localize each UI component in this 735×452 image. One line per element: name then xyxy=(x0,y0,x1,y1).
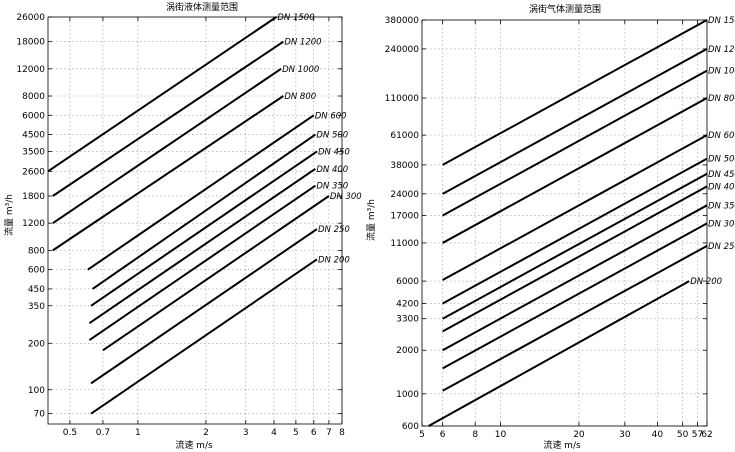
y-axis-label: 流量 m³/h xyxy=(3,194,15,236)
y-tick-label: 1200 xyxy=(22,219,45,229)
y-tick-label: 2600 xyxy=(22,167,45,177)
series-label: DN 450 xyxy=(318,147,350,157)
series-label: DN 1000 xyxy=(282,65,319,75)
series-line xyxy=(52,95,284,252)
x-tick-label: 0.5 xyxy=(63,428,77,438)
series-line xyxy=(52,68,282,225)
y-tick-label: 600 xyxy=(28,266,45,276)
x-tick-label: 7 xyxy=(326,428,332,438)
series-line xyxy=(47,16,277,173)
x-tick-label: 0.7 xyxy=(96,428,110,438)
x-tick-label: 3 xyxy=(243,428,249,438)
y-tick-label: 26000 xyxy=(16,13,45,23)
series-label: DN 1500 xyxy=(277,13,314,23)
plot-frame xyxy=(47,16,343,425)
y-tick-label: 100 xyxy=(28,386,45,396)
y-tick-label: 350 xyxy=(28,302,45,312)
chart-title: 涡街液体测量范围 xyxy=(166,1,238,13)
series-line xyxy=(90,258,318,415)
series-line xyxy=(52,40,284,197)
y-tick-label: 1800 xyxy=(22,192,45,202)
y-tick-label: 12000 xyxy=(16,65,45,75)
x-axis-label: 流速 m/s xyxy=(175,439,213,451)
x-tick-label: 8 xyxy=(339,428,345,438)
series-label: DN 400 xyxy=(316,165,348,175)
series-line xyxy=(90,228,318,385)
y-tick-label: 18000 xyxy=(16,38,45,48)
series-line xyxy=(102,195,330,352)
series-label: DN 300 xyxy=(330,192,362,202)
series-label: DN 250 xyxy=(318,225,350,235)
series-label: DN 600 xyxy=(315,111,347,121)
y-tick-label: 200 xyxy=(28,339,45,349)
x-tick-label: 5 xyxy=(293,428,299,438)
series-line xyxy=(92,133,316,290)
y-tick-label: 3500 xyxy=(22,147,45,157)
x-tick-label: 4 xyxy=(271,428,277,438)
series-label: DN 800 xyxy=(284,92,316,102)
series-label: DN 200 xyxy=(318,255,350,265)
series-line xyxy=(88,167,316,325)
y-tick-label: 6000 xyxy=(22,111,45,121)
y-tick-label: 8000 xyxy=(22,92,45,102)
series-label: DN 350 xyxy=(316,182,348,192)
x-tick-label: 2 xyxy=(203,428,209,438)
y-tick-label: 800 xyxy=(28,246,45,256)
series-label: DN 500 xyxy=(316,131,348,141)
series-label: DN 1200 xyxy=(284,38,321,48)
series-line xyxy=(87,114,315,271)
y-tick-label: 450 xyxy=(28,285,45,295)
series-line xyxy=(88,184,316,341)
x-tick-label: 1 xyxy=(135,428,141,438)
y-tick-label: 4500 xyxy=(22,131,45,141)
series-line xyxy=(90,150,318,307)
x-tick-label: 6 xyxy=(311,428,317,438)
y-tick-label: 70 xyxy=(34,410,46,420)
